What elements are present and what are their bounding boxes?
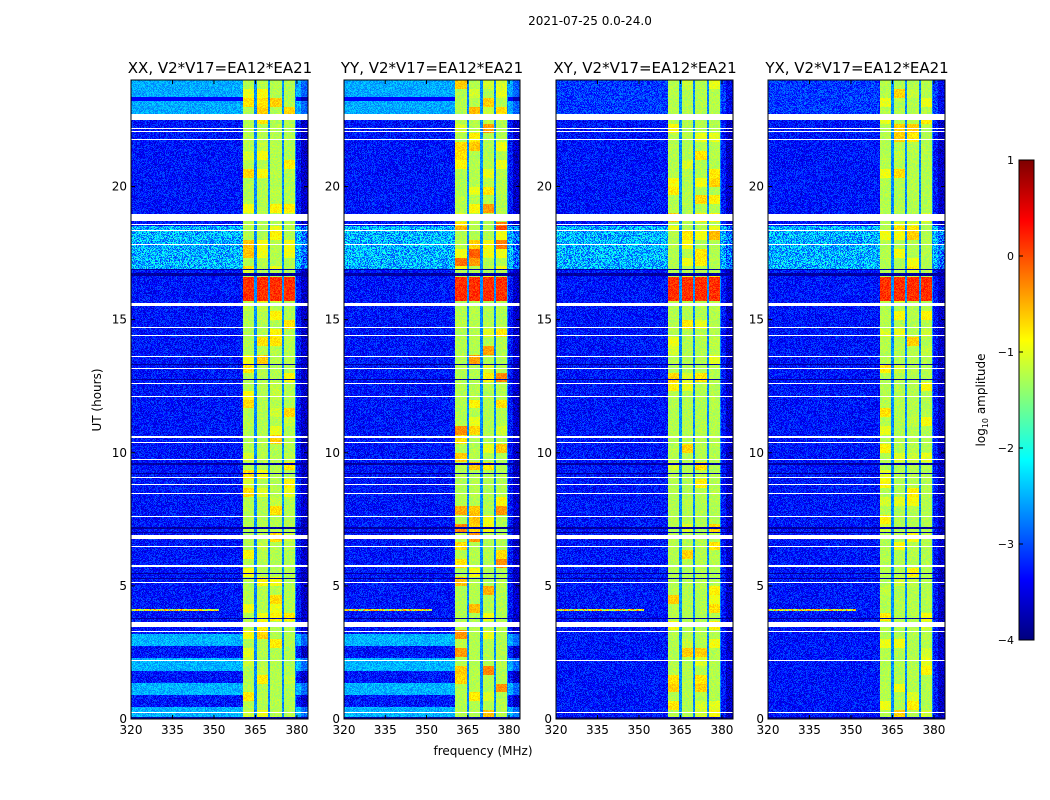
y-tick-label: 5 bbox=[544, 579, 552, 593]
x-tick-label: 335 bbox=[798, 723, 821, 737]
y-tick-label: 10 bbox=[749, 446, 764, 460]
panel-title-yy: YY, V2*V17=EA12*EA21 bbox=[340, 59, 524, 77]
x-tick-label: 335 bbox=[374, 723, 397, 737]
x-tick-label: 350 bbox=[840, 723, 863, 737]
y-tick-label: 5 bbox=[756, 579, 764, 593]
x-tick-label: 320 bbox=[120, 723, 143, 737]
x-tick-label: 380 bbox=[285, 723, 308, 737]
panel-frame bbox=[767, 79, 946, 720]
y-tick-label: 15 bbox=[325, 313, 340, 327]
colorbar-tick-label: −2 bbox=[998, 442, 1014, 455]
x-tick-label: 365 bbox=[244, 723, 267, 737]
colorbar bbox=[1019, 160, 1034, 640]
colorbar-label: log10 amplitude bbox=[974, 354, 990, 447]
x-tick-label: 320 bbox=[333, 723, 356, 737]
x-tick-label: 320 bbox=[545, 723, 568, 737]
colorbar-label-log: log bbox=[973, 428, 988, 447]
heatmap-xy bbox=[556, 80, 733, 719]
y-tick-label: 15 bbox=[112, 313, 127, 327]
x-tick-label: 335 bbox=[586, 723, 609, 737]
colorbar-tick-label: 1 bbox=[1007, 154, 1014, 167]
y-tick-label: 0 bbox=[119, 712, 127, 726]
heatmap-xx bbox=[131, 80, 308, 719]
y-tick-label: 10 bbox=[537, 446, 552, 460]
colorbar-tick-label: 0 bbox=[1007, 250, 1014, 263]
y-tick-label: 20 bbox=[325, 180, 340, 194]
colorbar-label-sub: 10 bbox=[981, 417, 991, 429]
x-axis-label: frequency (MHz) bbox=[433, 744, 533, 758]
colorbar-label-rest: amplitude bbox=[973, 353, 988, 418]
y-tick-label: 5 bbox=[119, 579, 127, 593]
panel-frame bbox=[130, 79, 309, 720]
y-tick-label: 5 bbox=[332, 579, 340, 593]
x-tick-label: 335 bbox=[161, 723, 184, 737]
y-tick-label: 20 bbox=[749, 180, 764, 194]
y-tick-label: 0 bbox=[756, 712, 764, 726]
panel-title-xy: XY, V2*V17=EA12*EA21 bbox=[553, 59, 737, 77]
x-tick-label: 365 bbox=[669, 723, 692, 737]
x-tick-label: 380 bbox=[498, 723, 521, 737]
heatmap-yx bbox=[768, 80, 945, 719]
x-tick-label: 365 bbox=[881, 723, 904, 737]
y-tick-label: 20 bbox=[112, 180, 127, 194]
y-tick-label: 15 bbox=[537, 313, 552, 327]
x-tick-label: 365 bbox=[456, 723, 479, 737]
heatmap-yy bbox=[344, 80, 520, 719]
y-tick-label: 20 bbox=[537, 180, 552, 194]
x-tick-label: 350 bbox=[628, 723, 651, 737]
colorbar-tick-label: −1 bbox=[998, 346, 1014, 359]
panel-frame bbox=[343, 79, 521, 720]
figure-title: 2021-07-25 0.0-24.0 bbox=[528, 14, 652, 28]
panel-frame bbox=[555, 79, 734, 720]
y-tick-label: 10 bbox=[112, 446, 127, 460]
y-tick-label: 0 bbox=[544, 712, 552, 726]
y-tick-label: 0 bbox=[332, 712, 340, 726]
x-tick-label: 350 bbox=[203, 723, 226, 737]
x-tick-label: 320 bbox=[757, 723, 780, 737]
y-tick-label: 10 bbox=[325, 446, 340, 460]
x-tick-label: 380 bbox=[710, 723, 733, 737]
x-tick-label: 380 bbox=[922, 723, 945, 737]
colorbar-tick-label: −3 bbox=[998, 538, 1014, 551]
colorbar-tick-label: −4 bbox=[998, 634, 1014, 647]
colorbar-frame bbox=[1018, 159, 1035, 641]
y-tick-label: 15 bbox=[749, 313, 764, 327]
y-axis-label: UT (hours) bbox=[90, 368, 104, 432]
panel-title-xx: XX, V2*V17=EA12*EA21 bbox=[127, 59, 313, 77]
x-tick-label: 350 bbox=[415, 723, 438, 737]
panel-title-yx: YX, V2*V17=EA12*EA21 bbox=[765, 59, 949, 77]
